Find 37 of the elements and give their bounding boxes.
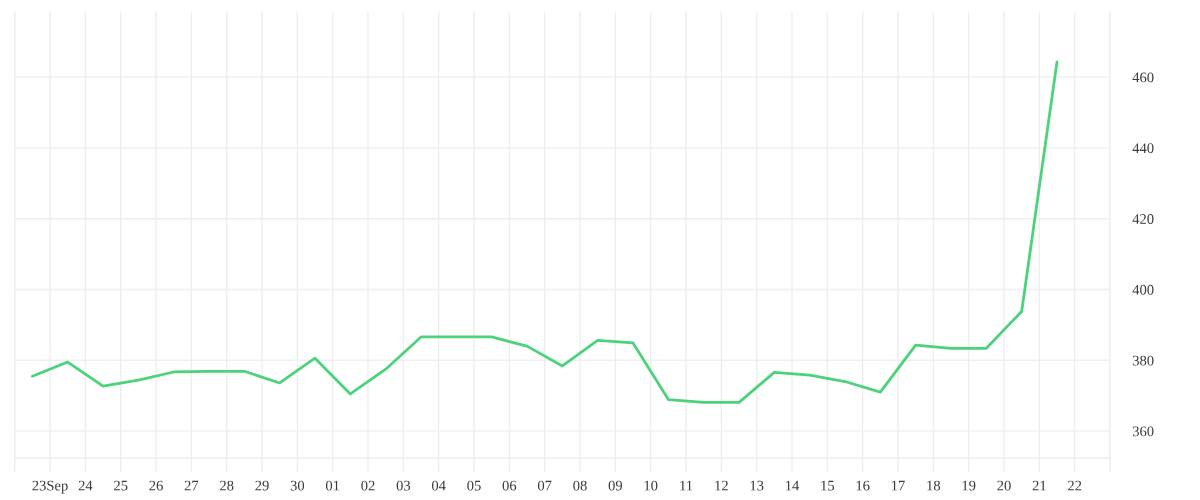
- x-tick-label: 10: [644, 480, 658, 491]
- x-tick-label: 29: [255, 480, 269, 491]
- y-tick-label: 400: [1132, 284, 1154, 295]
- x-tick-label: 21: [1032, 480, 1046, 491]
- x-tick-label: 17: [892, 480, 905, 491]
- y-tick-label: 440: [1132, 143, 1154, 154]
- x-tick-label: 24: [78, 480, 93, 491]
- x-tick-label: 20: [997, 480, 1011, 491]
- x-tick-label: 19: [962, 480, 976, 491]
- x-tick-label: 25: [114, 480, 128, 491]
- x-tick-label: 16: [856, 480, 870, 491]
- x-tick-label: 22: [1068, 480, 1082, 491]
- y-tick-label: 360: [1132, 426, 1154, 437]
- x-tick-label: 13: [750, 480, 764, 491]
- x-tick-label: 11: [680, 480, 693, 491]
- x-tick-label: 28: [220, 480, 234, 491]
- x-tick-label: 18: [927, 480, 941, 491]
- x-tick-label: 27: [184, 480, 199, 491]
- x-tick-label: 14: [786, 480, 800, 491]
- y-tick-label: 380: [1132, 355, 1154, 366]
- x-tick-label: 23Sep: [32, 480, 68, 494]
- y-tick-label: 460: [1132, 72, 1154, 83]
- x-tick-label: 08: [573, 480, 587, 491]
- x-tick-label: 30: [290, 480, 305, 491]
- line-series: [30, 60, 1059, 404]
- x-tick-label: 04: [431, 480, 446, 491]
- y-tick-label: 420: [1132, 214, 1154, 224]
- x-tick-label: 12: [715, 480, 728, 491]
- x-tick-label: 01: [325, 480, 340, 491]
- x-tick-label: 03: [396, 480, 411, 491]
- x-tick-label: 07: [537, 480, 552, 491]
- x-tick-label: 06: [502, 480, 517, 491]
- x-tick-label: 05: [467, 480, 481, 491]
- x-tick-label: 09: [608, 480, 623, 491]
- x-tick-label: 26: [149, 480, 163, 491]
- x-tick-label: 02: [361, 480, 375, 491]
- x-tick-label: 15: [821, 480, 835, 491]
